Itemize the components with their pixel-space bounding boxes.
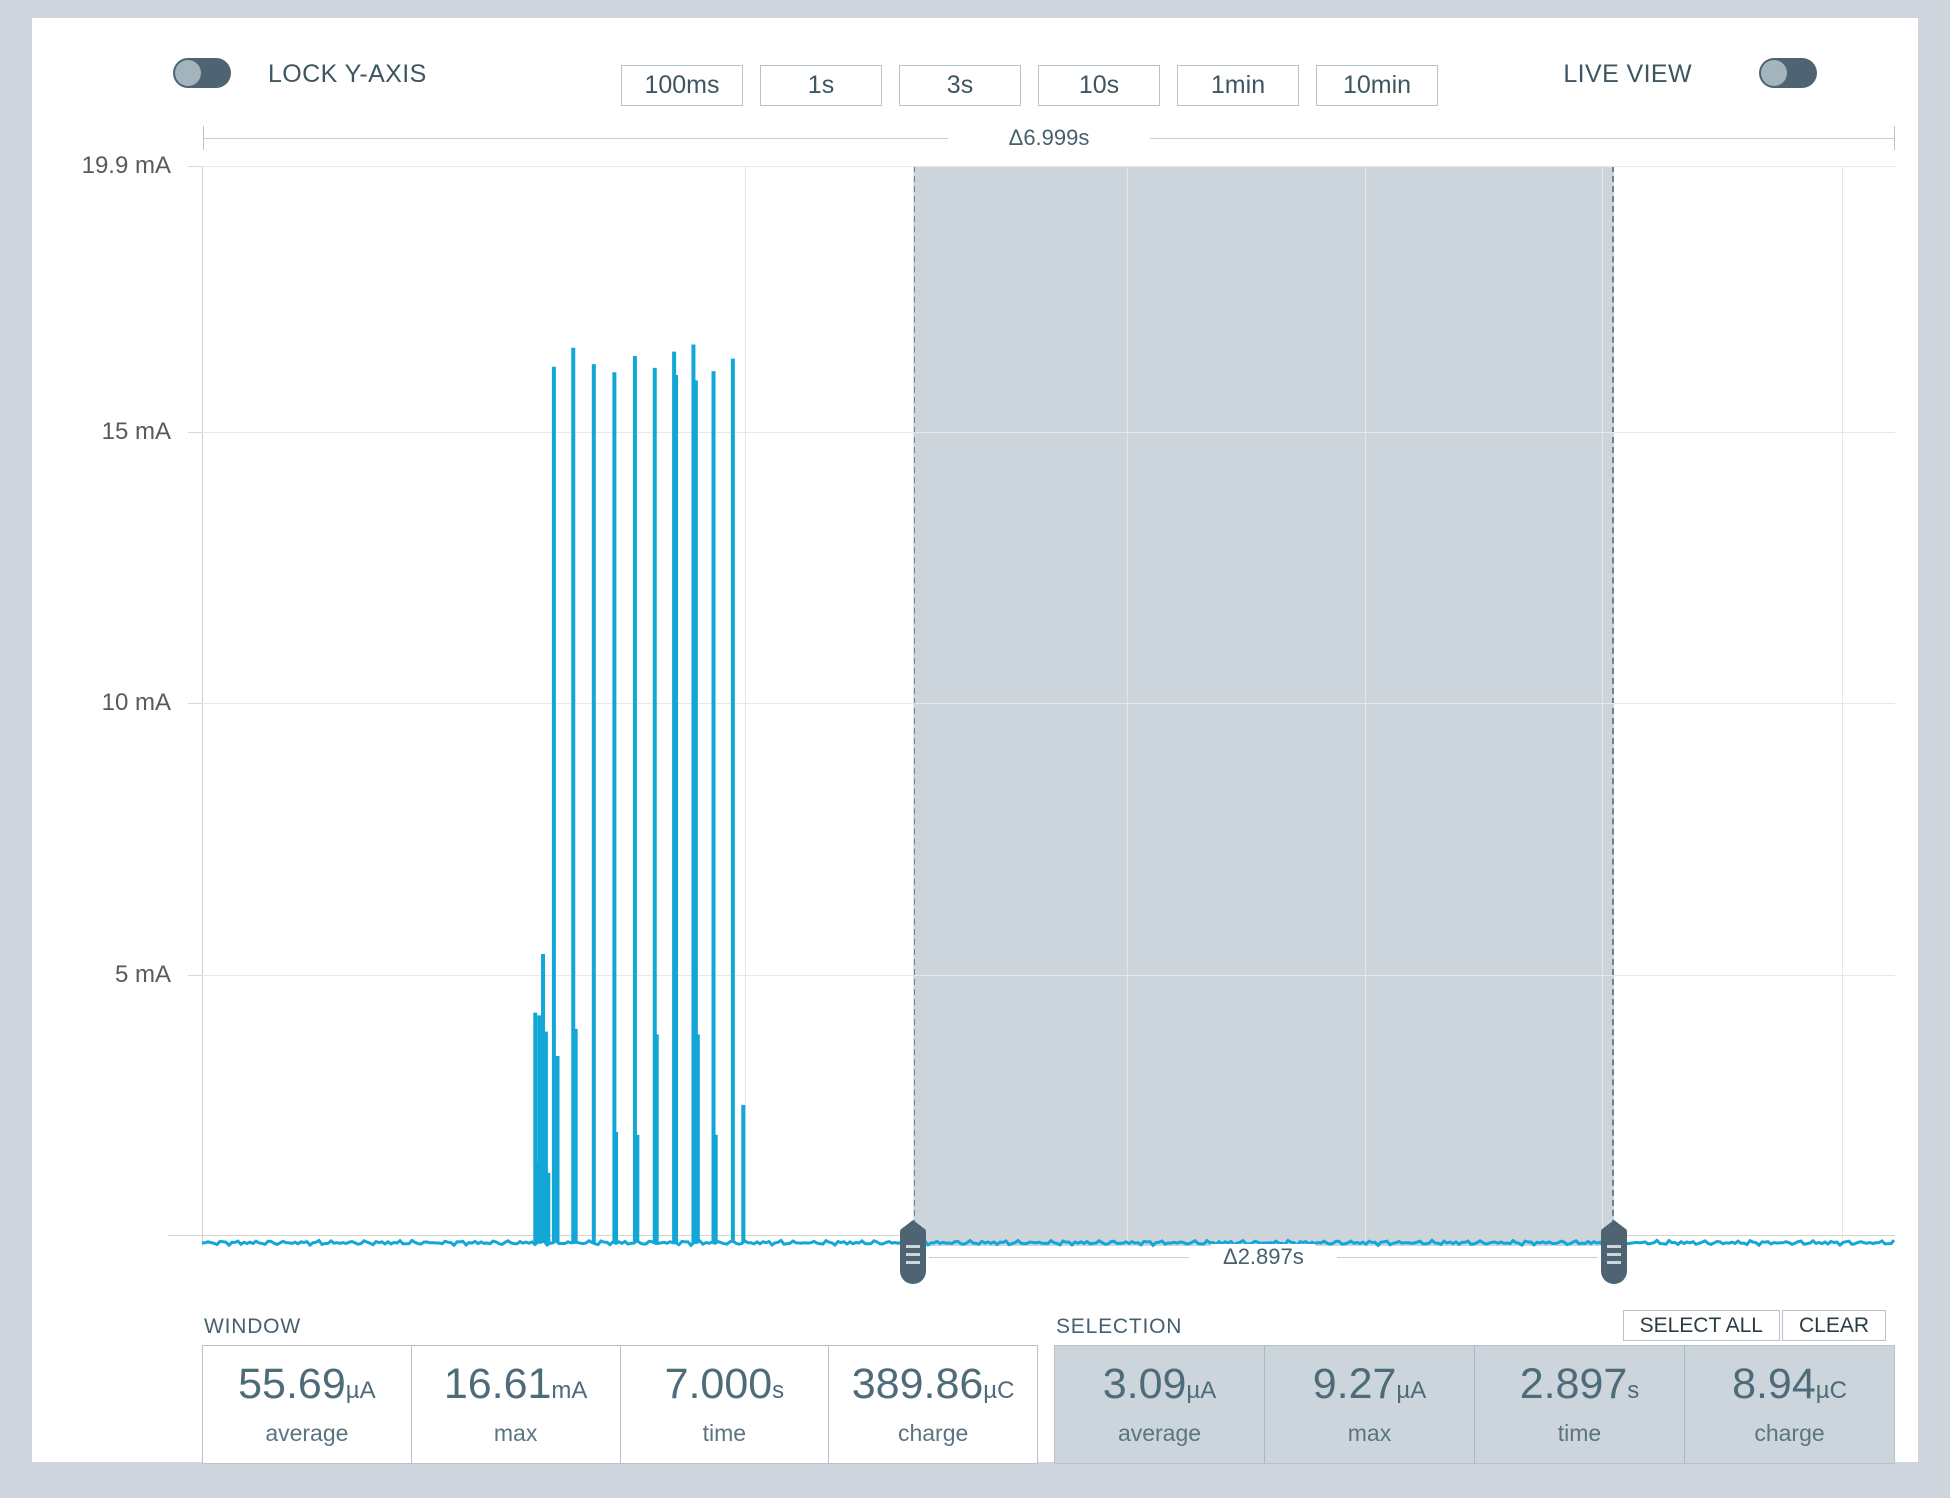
y-gridline	[202, 431, 1895, 433]
window-max-label: max	[493, 1419, 538, 1446]
window-stats-panel: 55.69µA average 16.61mA max 7.000s time …	[202, 1345, 1038, 1464]
x-gridline	[1365, 166, 1367, 1246]
selection-average-label: average	[1117, 1419, 1202, 1446]
window-duration-bar: Δ6.999s	[203, 126, 1895, 156]
selection-stat-max: 9.27µA max	[1265, 1346, 1475, 1463]
toolbar: LOCK Y-AXIS 100ms 1s 3s 10s 1min 10min L…	[32, 18, 1918, 106]
range-button-100ms[interactable]: 100ms	[621, 65, 743, 106]
range-button-1min[interactable]: 1min	[1177, 65, 1299, 106]
range-button-10s[interactable]: 10s	[1038, 65, 1160, 106]
current-plot[interactable]: 19.9 mA 15 mA 10 mA 5 mA	[82, 152, 1896, 1248]
window-range-line-right	[1150, 138, 1895, 139]
unit: µC	[1815, 1376, 1847, 1404]
unit: s	[1627, 1376, 1640, 1404]
unit: s	[772, 1376, 785, 1404]
selection-button-group: SELECT ALL CLEAR	[1622, 1310, 1886, 1341]
x-axis-line	[168, 1235, 1895, 1236]
selection-handle-left[interactable]	[900, 1228, 927, 1284]
x-gridline	[744, 166, 746, 1246]
selection-max-value: 9.27µA	[1312, 1359, 1427, 1408]
window-delta-label: Δ6.999s	[996, 126, 1102, 150]
x-gridline	[913, 166, 915, 1246]
window-charge-label: charge	[897, 1419, 969, 1446]
y-axis-tick	[188, 974, 202, 976]
y-axis-tick-label-2: 10 mA	[101, 689, 171, 717]
x-gridline	[1841, 166, 1843, 1246]
select-all-button[interactable]: SELECT ALL	[1622, 1310, 1780, 1341]
selection-max-label: max	[1347, 1419, 1392, 1446]
y-gridline	[202, 974, 1895, 976]
y-axis-tick-label-1: 15 mA	[101, 417, 171, 445]
selection-charge-label: charge	[1754, 1419, 1825, 1446]
live-view-label: LIVE VIEW	[1563, 60, 1692, 88]
y-axis-tick-label-0: 19.9 mA	[81, 152, 171, 179]
selection-section-label: SELECTION	[1056, 1315, 1183, 1338]
window-average-value: 55.69µA	[238, 1359, 376, 1408]
y-axis-tick	[188, 166, 202, 167]
power-profiler-window: LOCK Y-AXIS 100ms 1s 3s 10s 1min 10min L…	[32, 18, 1918, 1464]
live-view-toggle[interactable]	[1759, 58, 1817, 88]
window-stat-time: 7.000s time	[621, 1346, 830, 1463]
range-button-3s[interactable]: 3s	[899, 65, 1021, 106]
selection-stat-charge: 8.94µC charge	[1685, 1346, 1894, 1463]
window-time-value: 7.000s	[664, 1359, 785, 1408]
range-button-1s[interactable]: 1s	[760, 65, 882, 106]
window-max-value: 16.61mA	[443, 1359, 588, 1408]
selection-stat-time: 2.897s time	[1475, 1346, 1685, 1463]
y-axis-line	[202, 166, 203, 1246]
current-trace	[201, 344, 1896, 1248]
window-time-label: time	[702, 1419, 747, 1446]
window-average-label: average	[265, 1419, 349, 1446]
selection-time-value: 2.897s	[1519, 1359, 1640, 1408]
unit: µA	[345, 1376, 376, 1404]
selection-delta-label: Δ2.897s	[1211, 1244, 1316, 1270]
chart-area: 19.9 mA 15 mA 10 mA 5 mA	[32, 152, 1918, 1248]
window-section-label: WINDOW	[204, 1315, 301, 1338]
y-gridline	[202, 166, 1895, 167]
toggle-knob	[175, 60, 201, 86]
range-button-10min[interactable]: 10min	[1316, 65, 1438, 106]
unit: µC	[983, 1376, 1015, 1404]
lock-y-axis-toggle[interactable]	[173, 58, 231, 88]
window-charge-value: 389.86µC	[851, 1359, 1015, 1408]
selection-line-right	[1337, 1257, 1598, 1258]
selection-line-left	[929, 1257, 1190, 1258]
selection-region[interactable]	[913, 166, 1614, 1246]
unit: µA	[1186, 1376, 1217, 1404]
selection-stats-panel: 3.09µA average 9.27µA max 2.897s time 8.…	[1054, 1345, 1895, 1464]
window-stat-charge: 389.86µC charge	[829, 1346, 1037, 1463]
lock-y-axis-label: LOCK Y-AXIS	[268, 60, 427, 88]
x-gridline	[1602, 166, 1604, 1246]
selection-handle-right[interactable]	[1600, 1228, 1627, 1284]
y-axis-tick	[188, 703, 202, 705]
x-gridline	[1127, 166, 1129, 1246]
selection-handle-bar: Δ2.897s	[32, 1228, 1918, 1290]
y-axis-tick-label-3: 5 mA	[114, 960, 171, 988]
window-stat-average: 55.69µA average	[203, 1346, 412, 1463]
y-axis-tick	[188, 431, 202, 433]
unit: mA	[551, 1376, 588, 1404]
unit: µA	[1396, 1376, 1427, 1404]
time-range-button-group: 100ms 1s 3s 10s 1min 10min	[621, 65, 1438, 106]
clear-button[interactable]: CLEAR	[1781, 1310, 1886, 1341]
selection-stat-average: 3.09µA average	[1055, 1346, 1265, 1463]
selection-average-value: 3.09µA	[1102, 1359, 1217, 1408]
toggle-knob	[1761, 60, 1787, 86]
selection-charge-value: 8.94µC	[1732, 1359, 1847, 1408]
window-range-line-left	[203, 138, 948, 139]
window-stat-max: 16.61mA max	[412, 1346, 621, 1463]
y-gridline	[202, 703, 1895, 705]
selection-time-label: time	[1557, 1419, 1602, 1446]
